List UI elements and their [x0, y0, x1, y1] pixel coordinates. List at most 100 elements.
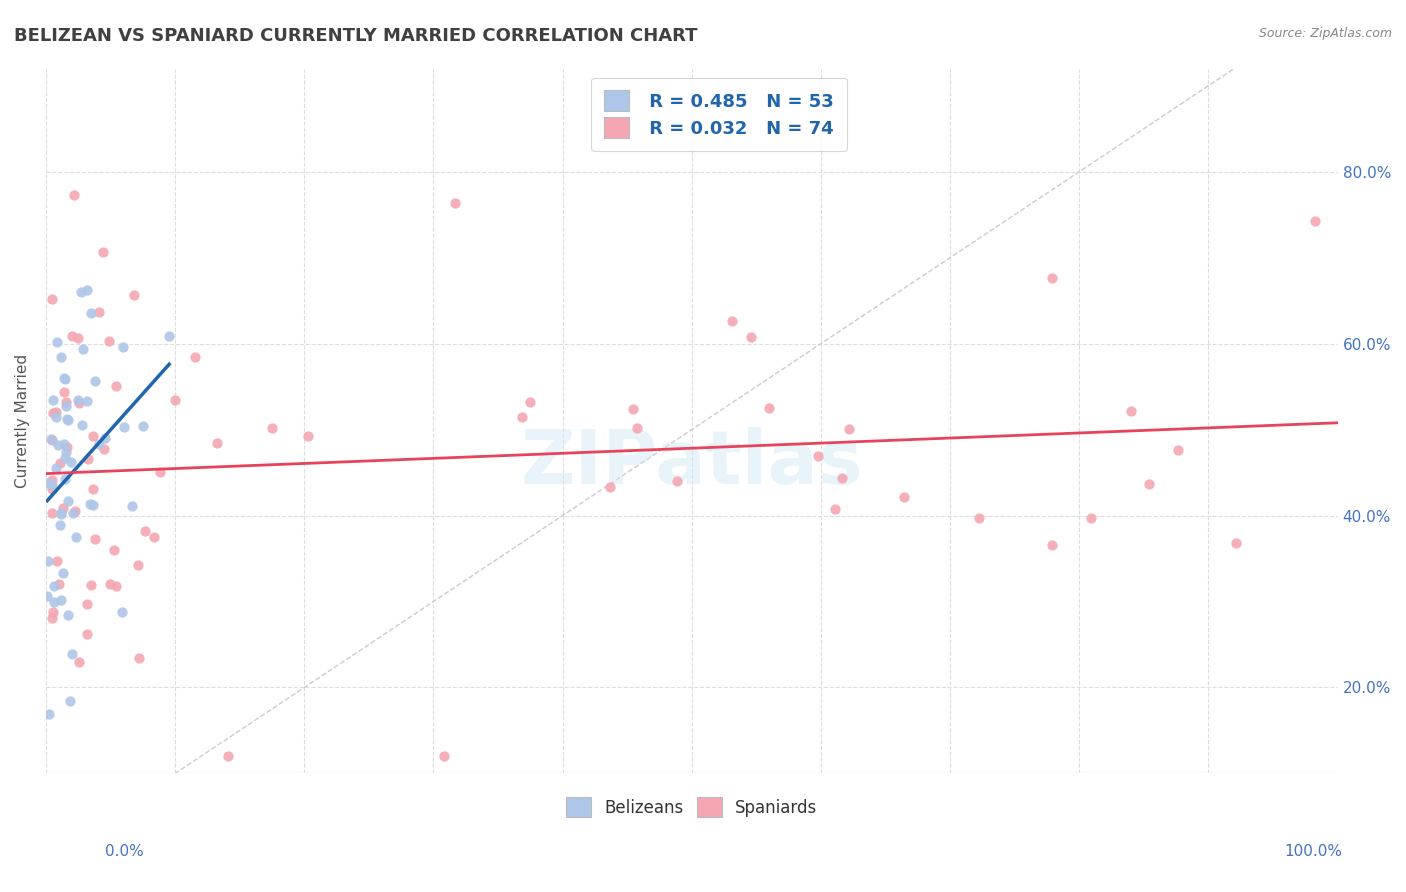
- Point: [53, 450, 76, 465]
- Point: [76, 597, 98, 611]
- Point: [838, 422, 860, 436]
- Point: [55, 472, 77, 486]
- Point: [82, 482, 104, 496]
- Text: ZIPatlas: ZIPatlas: [520, 426, 863, 500]
- Point: [621, 401, 644, 416]
- Point: [51, 507, 73, 521]
- Point: [1137, 477, 1160, 491]
- Point: [157, 329, 180, 343]
- Point: [41, 473, 63, 487]
- Point: [80, 578, 103, 592]
- Point: [41, 483, 63, 497]
- Point: [49, 351, 72, 365]
- Point: [103, 543, 125, 558]
- Point: [97, 334, 120, 349]
- Point: [510, 410, 533, 425]
- Point: [165, 393, 187, 408]
- Point: [42, 579, 65, 593]
- Point: [76, 626, 98, 640]
- Point: [55, 372, 77, 386]
- Point: [82, 429, 104, 443]
- Point: [134, 524, 156, 538]
- Point: [100, 577, 122, 591]
- Point: [56, 412, 79, 426]
- Point: [70, 418, 93, 433]
- Point: [41, 293, 63, 307]
- Point: [52, 437, 75, 451]
- Point: [62, 188, 84, 202]
- Point: [49, 506, 72, 520]
- Point: [38, 706, 60, 721]
- Point: [45, 405, 67, 419]
- Y-axis label: Currently Married: Currently Married: [15, 354, 30, 488]
- Point: [297, 428, 319, 442]
- Point: [93, 442, 115, 457]
- Point: [41, 507, 63, 521]
- Point: [58, 494, 80, 508]
- Point: [60, 647, 83, 661]
- Point: [77, 451, 100, 466]
- Point: [433, 749, 456, 764]
- Point: [39, 432, 62, 446]
- Point: [52, 384, 75, 399]
- Point: [740, 330, 762, 344]
- Point: [56, 440, 79, 454]
- Point: [260, 421, 283, 435]
- Point: [82, 498, 104, 512]
- Point: [46, 438, 69, 452]
- Point: [55, 399, 77, 413]
- Point: [65, 530, 87, 544]
- Point: [83, 374, 105, 388]
- Point: [720, 314, 742, 328]
- Point: [46, 334, 69, 349]
- Point: [45, 409, 67, 424]
- Point: [44, 595, 66, 609]
- Point: [60, 329, 83, 343]
- Point: [72, 342, 94, 356]
- Point: [93, 431, 115, 445]
- Point: [205, 435, 228, 450]
- Point: [41, 611, 63, 625]
- Point: [132, 419, 155, 434]
- Point: [67, 395, 90, 409]
- Legend: Belizeans, Spaniards: Belizeans, Spaniards: [558, 789, 825, 825]
- Point: [1303, 214, 1326, 228]
- Point: [519, 394, 541, 409]
- Point: [1080, 511, 1102, 525]
- Point: [1119, 404, 1142, 418]
- Point: [80, 306, 103, 320]
- Point: [56, 413, 79, 427]
- Point: [89, 305, 111, 319]
- Point: [79, 497, 101, 511]
- Point: [127, 558, 149, 572]
- Point: [59, 455, 82, 469]
- Point: [49, 518, 72, 533]
- Point: [63, 504, 86, 518]
- Point: [184, 350, 207, 364]
- Point: [37, 476, 59, 491]
- Point: [128, 650, 150, 665]
- Text: 100.0%: 100.0%: [1285, 845, 1343, 859]
- Point: [84, 532, 107, 546]
- Point: [58, 607, 80, 622]
- Point: [37, 554, 59, 568]
- Point: [41, 478, 63, 492]
- Point: [121, 500, 143, 514]
- Point: [48, 577, 70, 591]
- Point: [1225, 536, 1247, 550]
- Point: [67, 392, 90, 407]
- Point: [42, 605, 65, 619]
- Point: [665, 474, 688, 488]
- Point: [112, 420, 135, 434]
- Point: [59, 694, 82, 708]
- Point: [55, 394, 77, 409]
- Point: [149, 465, 172, 479]
- Point: [91, 244, 114, 259]
- Point: [444, 196, 467, 211]
- Point: [122, 288, 145, 302]
- Point: [142, 530, 165, 544]
- Point: [67, 331, 90, 345]
- Text: 0.0%: 0.0%: [105, 845, 145, 859]
- Point: [45, 461, 67, 475]
- Point: [69, 285, 91, 299]
